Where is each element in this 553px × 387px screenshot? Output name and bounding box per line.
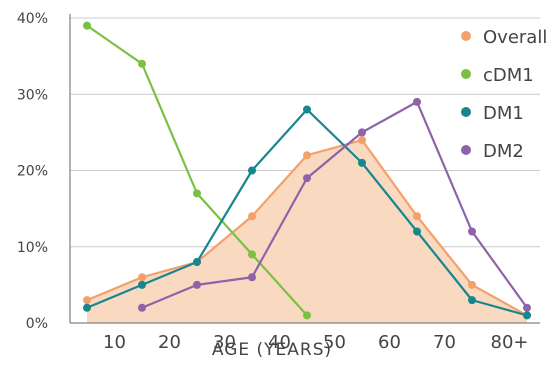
data-point-overall bbox=[138, 273, 146, 282]
data-point-dm1 bbox=[468, 296, 476, 305]
data-point-dm2 bbox=[303, 174, 311, 183]
data-point-dm2 bbox=[193, 280, 201, 289]
legend-label-dm1: DM1 bbox=[483, 103, 524, 124]
x-tick-label: 80+ bbox=[491, 332, 529, 353]
data-point-dm2 bbox=[358, 128, 366, 137]
data-point-cdm1 bbox=[248, 250, 256, 259]
legend-label-overall: Overall bbox=[483, 27, 547, 48]
x-tick-label: 20 bbox=[158, 332, 181, 353]
x-tick-label: 40 bbox=[268, 332, 291, 353]
area-fills bbox=[87, 140, 527, 323]
data-point-overall bbox=[413, 212, 421, 221]
data-point-dm1 bbox=[83, 303, 91, 312]
y-tick-label: 20% bbox=[17, 164, 48, 180]
y-tick-label: 40% bbox=[17, 11, 48, 27]
legend-label-dm2: DM2 bbox=[483, 141, 524, 162]
x-tick-label: 70 bbox=[433, 332, 456, 353]
data-point-cdm1 bbox=[303, 311, 311, 320]
data-point-dm2 bbox=[468, 227, 476, 236]
legend-marker-cdm1 bbox=[461, 69, 471, 79]
axes: 0% 10% 20% 30% 40% 10 20 30 40 50 60 70 80+ bbox=[17, 11, 540, 353]
series-points bbox=[83, 21, 531, 320]
x-tick-label: 10 bbox=[103, 332, 126, 353]
data-point-cdm1 bbox=[138, 59, 146, 68]
y-tick-label: 30% bbox=[17, 87, 48, 103]
data-point-dm1 bbox=[138, 280, 146, 289]
data-point-dm2 bbox=[138, 303, 146, 312]
series-line-dm2 bbox=[141, 100, 528, 309]
data-point-dm1 bbox=[358, 158, 366, 167]
x-tick-label: 30 bbox=[213, 332, 236, 353]
y-tick-label: 0% bbox=[26, 316, 48, 332]
x-axis-label: AGE (YEARS) bbox=[212, 340, 332, 360]
data-point-overall bbox=[303, 151, 311, 160]
data-point-dm2 bbox=[413, 97, 421, 106]
area-overall bbox=[87, 140, 527, 323]
legend-marker-dm1 bbox=[461, 107, 471, 117]
data-point-dm1 bbox=[193, 258, 201, 266]
data-point-cdm1 bbox=[193, 189, 201, 198]
data-point-dm2 bbox=[248, 273, 256, 282]
data-point-dm1 bbox=[248, 166, 256, 175]
legend-marker-overall bbox=[461, 31, 471, 41]
x-tick-label: 60 bbox=[378, 332, 401, 353]
data-point-overall bbox=[248, 212, 256, 221]
data-point-overall bbox=[83, 296, 91, 305]
data-point-overall bbox=[468, 280, 476, 289]
data-point-dm1 bbox=[523, 311, 531, 320]
x-tick-label: 50 bbox=[323, 332, 346, 353]
data-point-overall bbox=[358, 136, 366, 144]
legend: Overall cDM1 DM1 DM2 bbox=[461, 27, 547, 162]
data-point-dm1 bbox=[303, 105, 311, 114]
data-point-dm1 bbox=[413, 227, 421, 236]
data-point-dm2 bbox=[523, 303, 531, 312]
legend-label-cdm1: cDM1 bbox=[483, 65, 534, 86]
legend-marker-dm2 bbox=[461, 145, 471, 155]
data-point-cdm1 bbox=[83, 21, 91, 30]
y-tick-label: 10% bbox=[17, 240, 48, 256]
